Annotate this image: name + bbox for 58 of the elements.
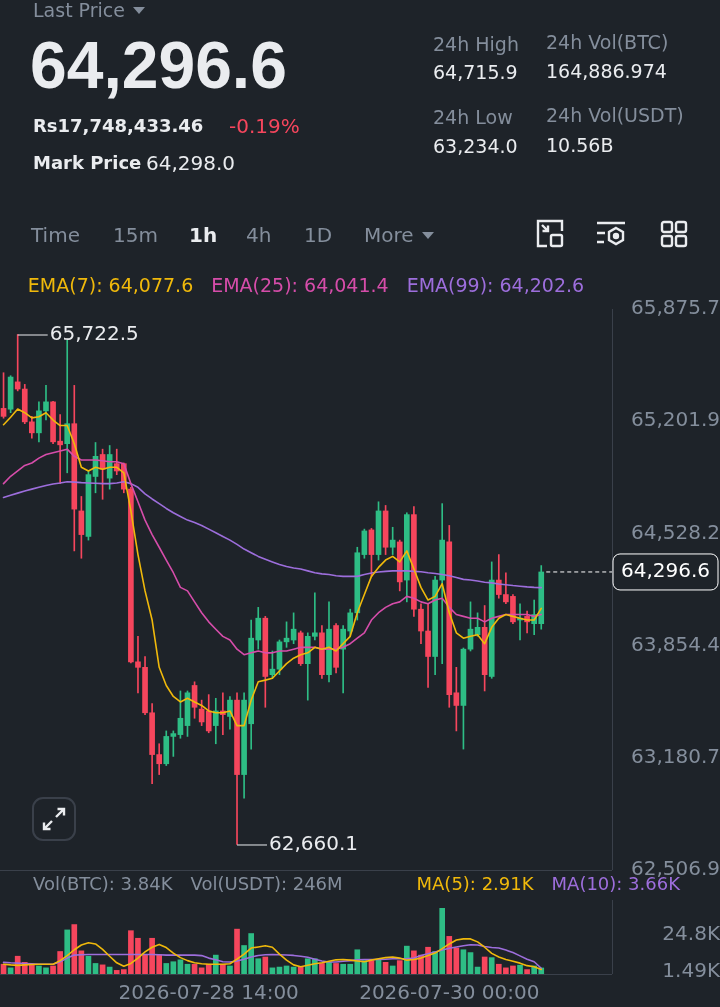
text: 1D: [304, 223, 333, 247]
bar: [64, 929, 71, 974]
x-tick-label: 2026-07-30 00:00: [359, 980, 540, 1005]
text: 63,234.0: [433, 134, 518, 158]
bar: [297, 966, 304, 974]
text: 24h Vol(USDT): [546, 103, 684, 127]
text: 64,298.0: [146, 151, 236, 175]
text: EMA(7): 64,077.6: [27, 274, 194, 297]
y-tick-label: 1.49K: [662, 957, 720, 982]
text: 1h: [189, 223, 218, 247]
bar: [460, 949, 467, 974]
bar: [163, 963, 170, 974]
bar: [333, 963, 339, 974]
y-tick-label: 64,528.2: [630, 519, 720, 544]
text: 24h Vol(BTC): [546, 30, 669, 54]
text: EMA(25): 64,041.4: [211, 274, 389, 297]
bar: [396, 960, 403, 974]
text: EMA(99): 64,202.6: [406, 274, 585, 297]
text: Time: [31, 223, 80, 247]
text: 24h High: [433, 32, 519, 56]
bar: [205, 963, 212, 974]
text: Last Price: [33, 0, 125, 22]
y-tick-label: 65,201.9: [630, 407, 720, 432]
y-tick-label: 65,875.7: [630, 295, 720, 320]
text: Rs17,748,433.46: [33, 115, 204, 137]
y-tick-label: 63,854.4: [630, 631, 720, 656]
text: Mark Price: [33, 152, 142, 174]
ref-line-label: 64,296.6: [620, 558, 711, 583]
text: 4h: [246, 223, 272, 247]
text: -0.19%: [229, 114, 300, 138]
bar: [170, 961, 177, 974]
y-tick-label: 24.8K: [662, 921, 720, 946]
annotation: 65,722.5: [49, 320, 139, 345]
text: Vol(USDT): 246M: [190, 873, 343, 895]
bar: [319, 963, 325, 974]
text: Vol(BTC): 3.84K: [33, 873, 173, 895]
bar: [234, 928, 240, 974]
bar: [488, 957, 495, 974]
bar: [403, 945, 410, 974]
text: 164,886.974: [546, 59, 667, 83]
bar: [262, 956, 269, 974]
text: 64,715.9: [433, 60, 518, 84]
y-tick-label: 63,180.7: [630, 744, 720, 768]
text: 64,296.6: [30, 27, 287, 105]
bar: [389, 965, 396, 974]
text: MA(5): 2.91K: [416, 873, 534, 895]
text: More: [364, 223, 414, 247]
bar: [524, 969, 530, 974]
text: 10.56B: [546, 133, 614, 157]
bar: [326, 962, 332, 974]
bar: [71, 924, 78, 974]
bar: [227, 965, 233, 974]
x-tick-label: 2026-07-28 14:00: [118, 980, 299, 1005]
bar: [517, 964, 523, 974]
text: 24h Low: [433, 105, 513, 129]
bar: [220, 963, 226, 974]
text: 15m: [113, 223, 158, 247]
annotation: 62,660.1: [269, 830, 359, 855]
